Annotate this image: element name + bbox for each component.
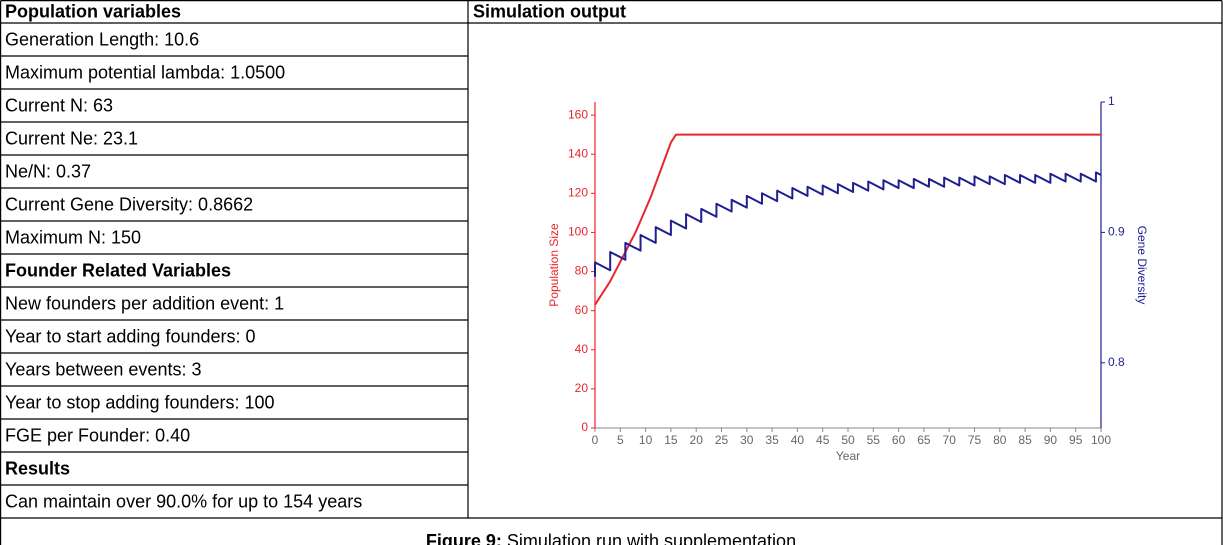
y2-tick-label: 1	[1108, 94, 1115, 108]
x-tick-label: 60	[892, 433, 906, 447]
row-cell: FGE per Founder: 0.40	[5, 425, 190, 445]
row-cell: Results	[5, 458, 70, 478]
row-cell: Years between events: 3	[5, 359, 201, 379]
caption: Figure 9: Simulation run with supplement…	[426, 531, 796, 545]
header-cell: Population variables	[5, 1, 181, 21]
series-line	[594, 171, 1102, 277]
x-tick-label: 100	[1091, 433, 1111, 447]
x-tick-label: 80	[993, 433, 1007, 447]
y-tick-label: 80	[575, 264, 589, 278]
x-tick-label: 45	[816, 433, 830, 447]
row-cell: New founders per addition event: 1	[5, 293, 284, 313]
header-cell: Simulation output	[473, 1, 626, 21]
x-tick-label: 50	[841, 433, 855, 447]
row-cell: Maximum potential lambda: 1.0500	[5, 62, 285, 82]
x-tick-label: 75	[968, 433, 982, 447]
series-line	[594, 133, 1101, 306]
row-cell: Current Gene Diversity: 0.8662	[5, 194, 253, 214]
row-cell: Generation Length: 10.6	[5, 29, 199, 49]
y-tick-label: 160	[568, 107, 588, 121]
y2-tick-label: 0.8	[1108, 355, 1125, 369]
row-cell: Year to start adding founders: 0	[5, 326, 256, 346]
x-tick-label: 20	[690, 433, 704, 447]
y-tick-label: 20	[575, 381, 589, 395]
x-tick-label: 0	[592, 433, 599, 447]
x-tick-label: 30	[740, 433, 754, 447]
y-tick-label: 40	[575, 342, 589, 356]
row-cell: Current Ne: 23.1	[5, 128, 138, 148]
row-cell: Year to stop adding founders: 100	[5, 392, 275, 412]
y-tick-label: 140	[568, 146, 588, 160]
row-cell: Founder Related Variables	[5, 260, 231, 280]
x-tick-label: 70	[943, 433, 957, 447]
y-tick-label: 0	[581, 420, 588, 434]
x-tick-label: 85	[1018, 433, 1032, 447]
row-cell: Maximum N: 150	[5, 227, 141, 247]
y2-axis-label: Gene Diversity	[1135, 226, 1149, 305]
y-tick-label: 120	[568, 185, 588, 199]
x-tick-label: 15	[664, 433, 678, 447]
caption-label: Figure 9:	[426, 531, 502, 545]
x-axis-label: Year	[836, 449, 860, 463]
x-tick-label: 55	[867, 433, 881, 447]
row-cell: Ne/N: 0.37	[5, 161, 91, 181]
x-tick-label: 65	[917, 433, 931, 447]
y-axis-label: Population Size	[547, 223, 561, 307]
y2-tick-label: 0.9	[1108, 225, 1125, 239]
x-tick-label: 5	[617, 433, 624, 447]
x-tick-label: 35	[765, 433, 779, 447]
y-tick-label: 60	[575, 303, 589, 317]
row-cell: Current N: 63	[5, 95, 113, 115]
y-tick-label: 100	[568, 225, 588, 239]
x-tick-label: 90	[1044, 433, 1058, 447]
row-cell: Can maintain over 90.0% for up to 154 ye…	[5, 491, 362, 511]
caption-text: Simulation run with supplementation	[507, 531, 796, 545]
x-tick-label: 40	[791, 433, 805, 447]
x-tick-label: 25	[715, 433, 729, 447]
x-tick-label: 95	[1069, 433, 1083, 447]
x-tick-label: 10	[639, 433, 653, 447]
